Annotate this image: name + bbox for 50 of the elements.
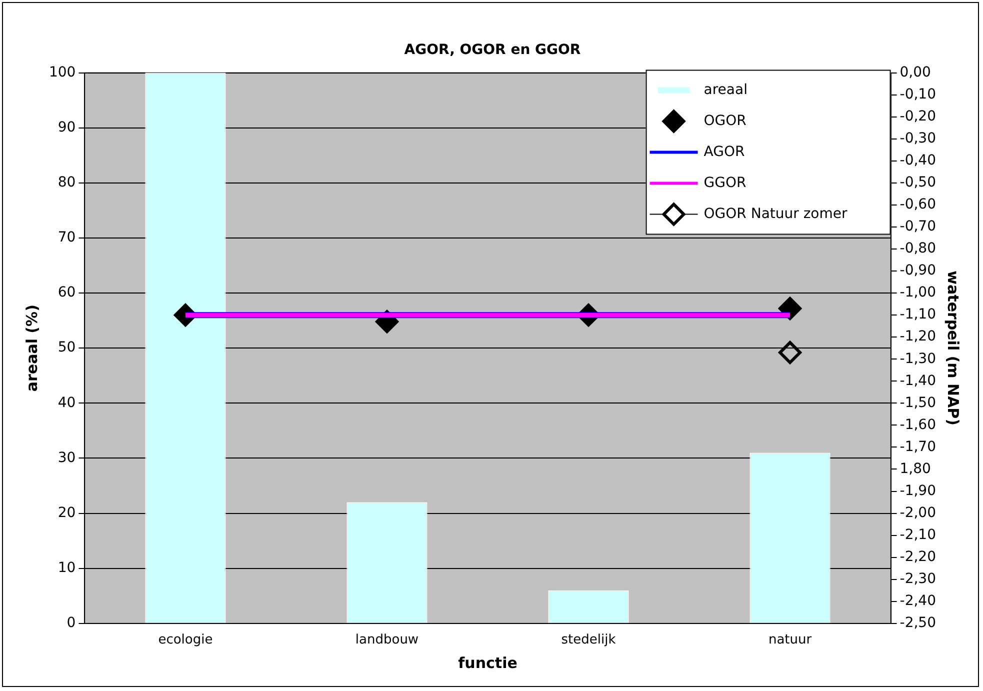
x-tick-label: ecologie <box>158 632 213 648</box>
y2-tick-label: -1,00 <box>900 284 936 301</box>
x-axis-title: functie <box>458 654 518 672</box>
x-tick-label: stedelijk <box>561 632 616 648</box>
y2-tick-label: -0,40 <box>900 152 936 169</box>
y2-tick-label: -2,30 <box>900 570 936 587</box>
y2-tick-label: -1,20 <box>900 328 936 345</box>
y2-tick-label: -1,40 <box>900 372 936 389</box>
legend-label: OGOR <box>704 112 747 129</box>
y2-tick-label: 1,80 <box>900 460 931 477</box>
x-tick-label: landbouw <box>355 632 419 648</box>
y-tick-label: 100 <box>48 64 76 80</box>
y-tick-label: 60 <box>58 284 76 301</box>
y2-tick-label: -1,50 <box>900 394 936 411</box>
y2-axis-title: waterpeil (m NAP) <box>944 270 962 426</box>
y2-tick-label: -0,20 <box>900 108 936 124</box>
y2-tick-label: -1,90 <box>900 482 936 499</box>
y-tick-label: 80 <box>58 174 76 191</box>
y-tick-label: 20 <box>58 504 76 521</box>
legend-label: AGOR <box>704 144 745 160</box>
y2-tick-label: -1,30 <box>900 350 936 367</box>
y2-tick-label: -1,70 <box>900 438 936 455</box>
x-tick-label: natuur <box>768 632 812 648</box>
y2-tick-label: -2,10 <box>900 526 936 543</box>
y2-tick-label: -0,60 <box>900 196 936 213</box>
y-tick-label: 90 <box>58 120 76 136</box>
y2-tick-label: -2,00 <box>900 504 936 521</box>
y-tick-label: 40 <box>58 394 76 411</box>
y2-tick-label: -1,10 <box>900 306 936 323</box>
legend-label: GGOR <box>704 174 746 191</box>
y2-tick-label: -0,50 <box>900 174 936 191</box>
y2-tick-label: -0,80 <box>900 240 936 257</box>
y2-tick-label: -0,30 <box>900 130 936 147</box>
y-tick-label: 30 <box>58 450 76 466</box>
y-axis-title: areaal (%) <box>22 304 41 392</box>
y-tick-label: 10 <box>58 560 76 576</box>
y2-tick-label: -2,50 <box>900 615 936 632</box>
y2-tick-label: -1,60 <box>900 416 936 433</box>
y2-tick-label: -0,70 <box>900 218 936 235</box>
chart-title: AGOR, OGOR en GGOR <box>404 42 581 58</box>
y2-tick-label: -0,10 <box>900 86 936 102</box>
y2-tick-label: -0,90 <box>900 262 936 279</box>
y2-tick-label: 0,00 <box>900 64 931 80</box>
y-tick-label: 50 <box>58 340 76 356</box>
y2-tick-label: -2,40 <box>900 593 936 610</box>
legend-label: OGOR Natuur zomer <box>704 206 848 222</box>
y-tick-label: 0 <box>66 615 76 632</box>
y-tick-label: 70 <box>58 230 76 246</box>
y2-tick-label: -2,20 <box>900 548 936 565</box>
legend-label: areaal <box>704 82 748 98</box>
